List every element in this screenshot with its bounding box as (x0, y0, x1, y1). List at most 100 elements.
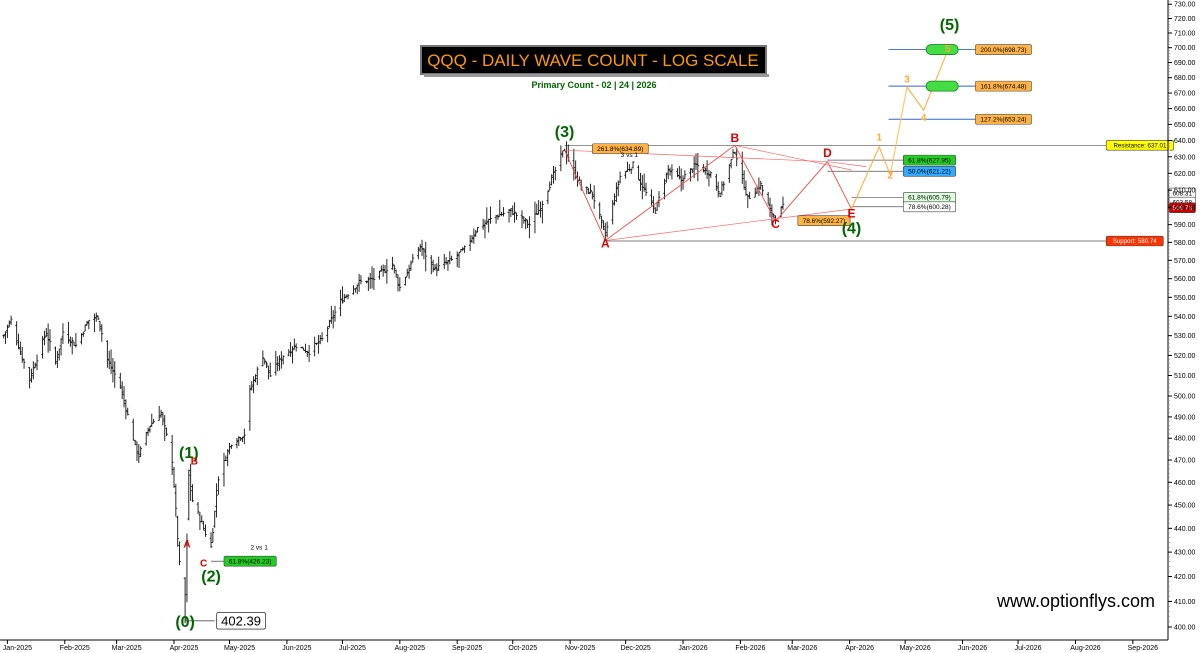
fib-level-label: 161.8%(674.48) (980, 83, 1026, 90)
wave-label: C (771, 217, 780, 231)
fib-level-label-bg (975, 44, 1032, 55)
x-tick-label: Jan-2026 (678, 645, 707, 652)
y-tick-label: 660.00 (1174, 106, 1196, 113)
y-tick-label: 400.00 (1174, 624, 1196, 631)
y-tick-label: 570.00 (1174, 258, 1196, 265)
low-price-label-bg (216, 612, 266, 630)
triangle-lower-trendline (605, 208, 852, 241)
fib-level-label: 50.0%(621.22) (908, 169, 951, 176)
x-tick-label: Sep-2025 (452, 645, 482, 652)
wave-label: D (823, 146, 832, 160)
x-tick-label: Aug-2025 (395, 645, 425, 652)
support-label: Support: 580.74 (1113, 238, 1158, 245)
y-tick-label: 440.00 (1174, 526, 1196, 533)
y-tick-label: 720.00 (1174, 16, 1196, 23)
triangle-leg (564, 150, 606, 241)
x-tick-label: Apr-2026 (845, 645, 874, 652)
annotations: 261.8%(634.89) 61.8%(627.95) 50.0%(621.22)… (175, 17, 1196, 631)
triangle-leg (605, 144, 736, 241)
fib-level-label: 61.8%(426.23) (229, 559, 272, 566)
y-tick-label: 530.00 (1174, 333, 1196, 340)
fib-level-label-bg (223, 555, 277, 567)
fib-level-label-bg (975, 113, 1032, 125)
x-tick-label: Mar-2026 (787, 645, 817, 652)
triangle-upper-extension (827, 161, 867, 168)
wave-label: C (200, 559, 207, 570)
low-price-label: 402.39 (221, 613, 261, 628)
wave-label: (2) (201, 568, 221, 585)
y-tick-label: 640.00 (1174, 138, 1196, 145)
y-tick-label: 710.00 (1174, 31, 1196, 38)
x-tick-label: Jan-2025 (3, 645, 32, 652)
chart-title-box: QQQ - DAILY WAVE COUNT - LOG SCALE (420, 45, 769, 77)
x-tick-label: Apr-2025 (170, 645, 199, 652)
chart-subtitle: Primary Count - 02 | 24 | 2026 (531, 80, 656, 90)
fib-level-label-bg (592, 143, 649, 155)
x-tick-label: Aug-2026 (1070, 645, 1100, 652)
y-tick-label: 560.00 (1174, 276, 1196, 283)
y-tick-label: 620.00 (1174, 171, 1196, 178)
wave-label: 1 (876, 132, 882, 143)
y-tick-label: 590.00 (1174, 222, 1196, 229)
y-tick-label: 490.00 (1174, 414, 1196, 421)
x-tick-label: Sep-2026 (1128, 645, 1158, 652)
price-tag: 608.31 (1172, 190, 1192, 197)
x-tick-label: Feb-2026 (735, 645, 765, 652)
watermark-text: www.optionflys.com (996, 591, 1155, 611)
fib-level-label-bg (903, 154, 956, 166)
y-tick-label: 510.00 (1174, 373, 1196, 380)
y-tick-label: 600.00 (1174, 205, 1196, 212)
wave-label: 5 (945, 44, 951, 55)
y-tick-label: 410.00 (1174, 599, 1196, 606)
wave-label: (1) (179, 445, 199, 462)
fib-level-label: 127.2%(653.24) (980, 117, 1026, 124)
y-tick-label: 630.00 (1174, 154, 1196, 161)
wave-label: B (191, 456, 198, 467)
x-tick-label: Nov-2025 (565, 645, 595, 652)
fib-level-label-bg (903, 165, 956, 177)
wave-label: (4) (842, 220, 862, 237)
y-tick-label: 610.00 (1174, 188, 1196, 195)
ohlc-bars (2, 141, 785, 624)
resistance-label-bg (1105, 140, 1175, 151)
fib-level-label: 78.6%(592.27) (803, 218, 846, 225)
price-tag: 599.73 (1172, 205, 1192, 212)
x-tick-label: Oct-2025 (508, 645, 537, 652)
wave-label: A (601, 237, 610, 251)
note-label: 3 vs 1 (621, 152, 639, 159)
y-tick-label: 520.00 (1174, 353, 1196, 360)
x-tick-label: Jul-2026 (1015, 645, 1042, 652)
resistance-label: Resistance: 637.01 (1113, 142, 1167, 149)
y-tick-label: 430.00 (1174, 550, 1196, 557)
y-tick-label: 650.00 (1174, 122, 1196, 129)
fib-level-label: 61.8%(627.95) (908, 157, 951, 164)
y-tick-label: 480.00 (1174, 436, 1196, 443)
projected-wave-5-path (851, 50, 949, 210)
wave-label: A (183, 539, 190, 550)
x-tick-label: Jul-2025 (339, 645, 366, 652)
x-tick-label: May-2025 (224, 645, 255, 652)
fib-level-label: 61.8%(605.79) (908, 195, 951, 202)
y-tick-label: 680.00 (1174, 75, 1196, 82)
y-tick-label: 460.00 (1174, 480, 1196, 487)
y-tick-label: 580.00 (1174, 240, 1196, 247)
y-tick-label: 670.00 (1174, 91, 1196, 98)
y-tick-label: 700.00 (1174, 45, 1196, 52)
x-tick-label: Jun-2025 (282, 645, 311, 652)
wave-label: 2 (888, 170, 894, 181)
x-tick-label: Dec-2025 (620, 645, 650, 652)
support-label-bg (1105, 235, 1164, 247)
key-levels (185, 49, 1107, 622)
y-tick-label: 540.00 (1174, 314, 1196, 321)
wave-label: (0) (175, 614, 195, 631)
triangle-leg (827, 161, 852, 210)
y-tick-label: 420.00 (1174, 574, 1196, 581)
y-tick-label: 500.00 (1174, 393, 1196, 400)
x-tick-label: Mar-2025 (112, 645, 142, 652)
y-tick-label: 470.00 (1174, 458, 1196, 465)
y-tick-label: 730.00 (1174, 2, 1196, 9)
fib-level-label-bg (903, 201, 956, 213)
wave-label: (5) (940, 17, 960, 34)
